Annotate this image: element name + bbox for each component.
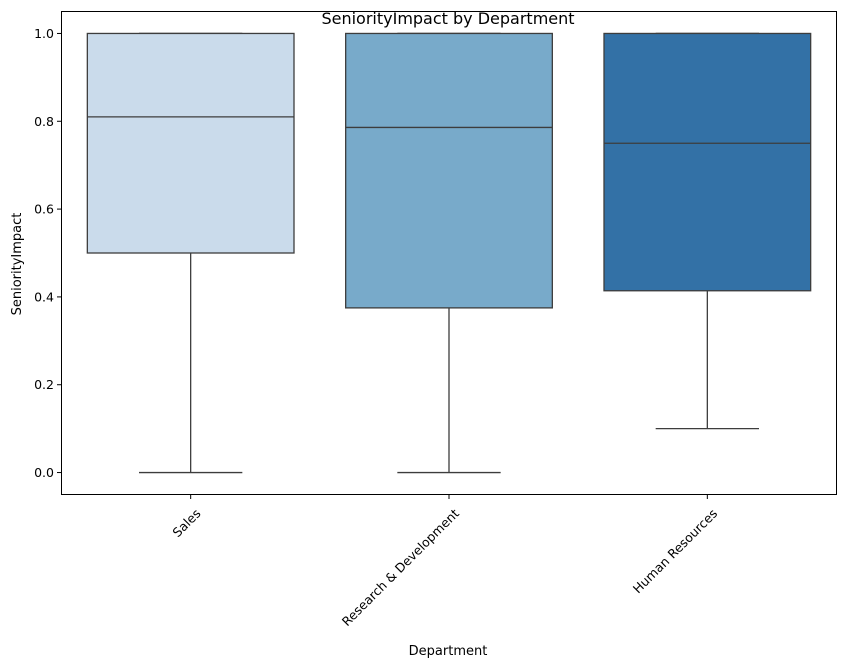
y-tick-label: 0.4 [34,289,54,304]
y-tick-label: 1.0 [34,26,54,41]
x-tick-label: Human Resources [630,506,720,596]
chart-title: SeniorityImpact by Department [321,9,574,28]
plot-area [86,32,812,474]
x-tick-label: Sales [169,506,203,540]
y-axis-label: SeniorityImpact [10,213,25,316]
y-tick-label: 0.0 [34,465,54,480]
box-iqr [345,32,553,309]
box-iqr [603,32,812,292]
x-axis-label: Department [409,644,488,659]
box-group [345,32,553,474]
y-tick-label: 0.2 [34,377,54,392]
y-tick-label: 0.8 [34,114,54,129]
x-tick-label: Research & Development [339,506,462,629]
box-group [603,32,812,430]
box-iqr [86,32,295,254]
y-tick-label: 0.6 [34,202,54,217]
box-group [86,32,295,474]
